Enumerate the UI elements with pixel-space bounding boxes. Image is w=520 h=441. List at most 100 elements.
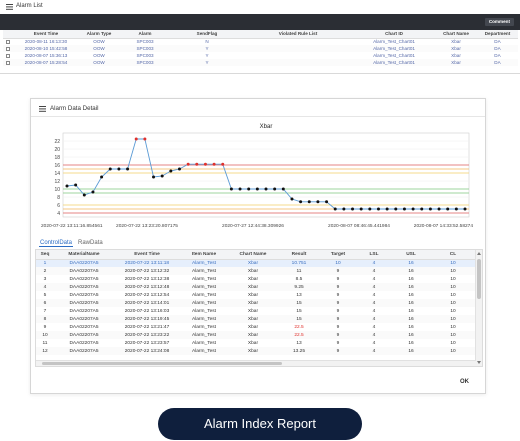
table-row[interactable]: 6 DAA02207A5 2020-07-22 13:14:01 Alarm_Test… [36, 299, 476, 307]
vertical-scrollbar[interactable] [475, 250, 482, 366]
table-cell: 2020-07-22 13:19:45 [114, 315, 180, 323]
table-cell: Alarm_Test_Chart01 [373, 39, 415, 45]
data-point [351, 207, 355, 211]
data-point [91, 190, 95, 194]
x-tick-label: 2020-08-07 14:33:52.58274 [414, 223, 474, 229]
table-row[interactable]: 1 DAA02207A5 2020-07-22 13:11:18 Alarm_Test… [36, 259, 476, 267]
data-point [325, 200, 329, 204]
table-cell: Y [171, 59, 243, 66]
data-point [82, 193, 86, 197]
data-point [446, 207, 450, 211]
data-point [307, 200, 311, 204]
table-cell: 4 [372, 340, 376, 346]
table-cell: 16 [392, 259, 430, 267]
table-row[interactable]: 5 DAA02207A5 2020-07-22 13:12:54 Alarm_Test… [36, 291, 476, 299]
table-row[interactable]: 2020-08-11 16:13:30 OOW SPC003 N Alarm_Test_… [3, 38, 518, 45]
data-point [264, 187, 268, 191]
table-cell: Xbar [435, 45, 477, 52]
data-point [368, 207, 372, 211]
column-header[interactable]: Target [320, 250, 356, 260]
table-cell: DAA02207A5 [54, 315, 114, 323]
alarm-list-toolbar: Comment [0, 14, 520, 30]
tab-control-data[interactable]: ControlData [39, 240, 74, 247]
row-checkbox-cell [3, 38, 13, 45]
data-point [203, 162, 207, 166]
column-header[interactable]: SendFlag [171, 30, 243, 39]
alarm-table: Event Time Alarm Type Alarm SendFlag Vio… [3, 30, 518, 66]
table-cell: 15 [278, 299, 320, 307]
tab-raw-data[interactable]: RawData [78, 240, 103, 246]
scroll-down-icon[interactable] [477, 361, 481, 364]
table-row[interactable]: 12 DAA02207A5 2020-07-22 13:24:08 Alarm_Tes… [36, 347, 476, 355]
table-cell [243, 59, 353, 66]
table-cell: 9 [336, 308, 340, 314]
table-row[interactable]: 9 DAA02207A5 2020-07-22 13:21:47 Alarm_Test… [36, 323, 476, 331]
ok-button[interactable]: OK [460, 379, 469, 385]
row-checkbox[interactable] [6, 40, 10, 45]
table-cell: Xbar [228, 299, 278, 307]
horizontal-scrollbar[interactable] [36, 360, 476, 366]
column-header[interactable]: Department [477, 30, 518, 39]
column-header[interactable]: Seq [36, 250, 54, 260]
row-checkbox[interactable] [6, 53, 10, 58]
row-checkbox[interactable] [6, 60, 10, 65]
table-row[interactable]: 2020-08-07 15:28:54 OOW SPC003 Y Alarm_Test_… [3, 59, 518, 66]
table-row[interactable]: 2 DAA02207A5 2020-07-22 13:12:32 Alarm_Test… [36, 267, 476, 275]
column-header[interactable]: USL [392, 250, 430, 260]
table-row[interactable]: 10 DAA02207A5 2020-07-22 13:23:22 Alarm_Tes… [36, 331, 476, 339]
table-cell: 2020-08-11 16:13:30 [24, 39, 68, 45]
table-cell: 2020-08-07 15:36:13 [24, 53, 68, 58]
table-row[interactable]: 8 DAA02207A5 2020-07-22 13:19:45 Alarm_Test… [36, 315, 476, 323]
table-row[interactable]: 2020-08-10 15:42:58 OOW SPC003 Y Alarm_Test_… [3, 45, 518, 52]
table-cell: DA [494, 53, 501, 58]
column-header[interactable]: Result [278, 250, 320, 260]
scroll-up-icon[interactable] [477, 252, 481, 255]
data-point [402, 207, 406, 211]
column-header[interactable]: CL [430, 250, 476, 260]
table-row[interactable]: 3 DAA02207A5 2020-07-22 13:12:38 Alarm_Test… [36, 275, 476, 283]
column-header[interactable]: Violated Rule List [243, 30, 353, 39]
table-cell: 9 [320, 347, 356, 355]
control-data-table: Seq MaterialName Event Time Item Name Ch… [36, 250, 476, 355]
alarm-data-detail-dialog: Alarm Data Detail Xbar 4 6 8 10 12 14 16 18 20 22 2… [30, 98, 486, 394]
column-header[interactable]: Chart Name [435, 30, 477, 39]
table-row[interactable]: 4 DAA02207A5 2020-07-22 13:12:48 Alarm_Test… [36, 283, 476, 291]
column-header[interactable]: Chart ID [353, 30, 435, 39]
data-point [143, 137, 147, 141]
table-cell: Xbar [451, 53, 461, 58]
column-header[interactable]: Item Name [180, 250, 228, 260]
table-row[interactable]: 11 DAA02207A5 2020-07-22 13:23:57 Alarm_Tes… [36, 339, 476, 347]
scroll-thumb[interactable] [42, 362, 282, 365]
table-row[interactable]: 2020-08-07 15:36:13 OOW SPC003 Y Alarm_Test_… [3, 52, 518, 59]
row-checkbox[interactable] [6, 46, 10, 51]
xbar-chart: Xbar 4 6 8 10 12 14 16 18 20 22 2020-07-22 13:11:16… [35, 119, 481, 231]
table-row[interactable]: 7 DAA02207A5 2020-07-22 13:16:03 Alarm_Test… [36, 307, 476, 315]
column-header[interactable]: MaterialName [54, 250, 114, 260]
column-header[interactable]: LSL [356, 250, 392, 260]
table-cell: Xbar [228, 283, 278, 291]
table-cell: 15 [296, 308, 302, 314]
column-header[interactable]: Event Time [13, 30, 79, 39]
column-header[interactable]: Alarm Type [79, 30, 119, 39]
row-checkbox-cell [3, 59, 13, 66]
column-header[interactable]: Chart Name [228, 250, 278, 260]
table-cell: 2020-07-22 13:24:08 [114, 347, 180, 355]
data-point [342, 207, 346, 211]
data-point [117, 167, 121, 171]
table-cell: 9 [320, 267, 356, 275]
data-point [229, 187, 233, 191]
table-cell: Xbar [451, 39, 461, 45]
scroll-thumb[interactable] [477, 259, 481, 299]
table-cell: Alarm_Test [180, 347, 228, 355]
caption-banner: Alarm Index Report [158, 408, 362, 440]
column-header[interactable]: Alarm [119, 30, 171, 39]
column-header[interactable]: Event Time [114, 250, 180, 260]
table-cell: 4 [356, 283, 392, 291]
table-cell: 4 [356, 267, 392, 275]
y-tick-label: 18 [54, 155, 60, 161]
table-cell: N [205, 39, 209, 45]
y-tick-label: 16 [54, 163, 60, 169]
table-cell: 2020-08-10 15:42:58 [13, 45, 79, 52]
table-cell: 2020-07-22 13:16:03 [124, 308, 170, 314]
comment-button[interactable]: Comment [484, 18, 514, 26]
